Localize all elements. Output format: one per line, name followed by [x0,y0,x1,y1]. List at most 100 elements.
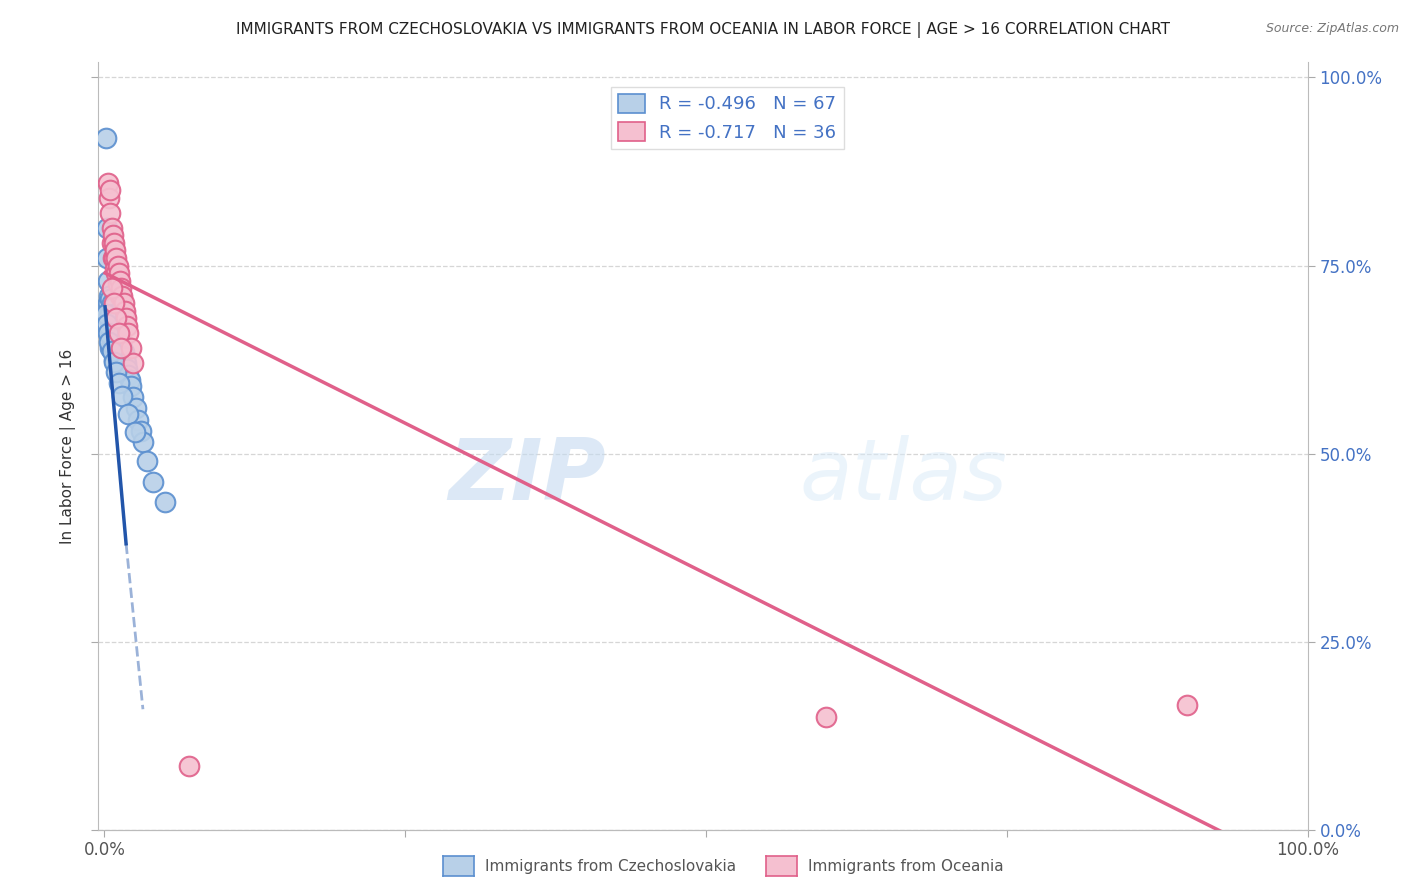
Text: IMMIGRANTS FROM CZECHOSLOVAKIA VS IMMIGRANTS FROM OCEANIA IN LABOR FORCE | AGE >: IMMIGRANTS FROM CZECHOSLOVAKIA VS IMMIGR… [236,22,1170,38]
Point [111,356,134,370]
Point [104,343,127,357]
Point [114,351,136,365]
Point [122,390,145,404]
Text: ZIP: ZIP [449,435,606,518]
Point [108,274,131,288]
Point [96,251,118,265]
Point [103,337,125,351]
Point [107,337,129,351]
Point [100,326,122,341]
Point [120,341,142,355]
Point [98,335,121,350]
Point [129,424,152,438]
Point [94,307,117,321]
Point [111,389,134,403]
Point [100,206,122,220]
Point [108,288,131,302]
Point [108,266,131,280]
Point [117,362,139,376]
Point [97,176,120,190]
Point [103,251,125,265]
Point [96,317,118,331]
Point [104,262,127,277]
Point [117,408,139,422]
Point [108,341,131,355]
Point [104,244,127,258]
Point [135,454,157,468]
Point [100,220,122,235]
Point [103,322,125,336]
Point [108,345,131,359]
Point [97,326,120,341]
Point [117,326,139,341]
Point [117,318,139,333]
Point [97,311,120,326]
Point [105,347,128,361]
Point [112,296,135,310]
Point [108,376,131,390]
Point [101,251,124,265]
Point [105,365,128,379]
Point [120,379,142,393]
Point [101,330,124,344]
Point [100,322,122,336]
Point [105,251,128,265]
Point [100,293,122,307]
Point [111,341,134,355]
Text: atlas: atlas [800,435,1008,518]
Point [115,311,138,326]
Point [153,495,176,509]
Point [101,300,124,314]
Point [98,303,121,318]
Point [98,191,121,205]
Point [100,281,122,295]
Point [114,303,136,318]
Point [110,341,132,355]
Y-axis label: In Labor Force | Age > 16: In Labor Force | Age > 16 [59,349,76,543]
Point [100,341,122,355]
Point [96,220,118,235]
Point [103,352,125,367]
Point [124,425,146,440]
Point [108,326,131,341]
Point [105,266,128,280]
Point [108,356,131,370]
Point [122,356,145,370]
Point [125,401,148,416]
Point [142,475,165,489]
Point [100,344,122,359]
Point [101,315,124,329]
Point [127,412,149,426]
Point [98,326,121,341]
Point [1175,698,1198,713]
Point [815,710,838,724]
Point [107,277,129,292]
Point [105,332,128,346]
Point [100,311,122,326]
Point [103,235,125,250]
Point [115,356,138,370]
Point [118,373,141,387]
Point [103,296,125,310]
Point [111,288,134,302]
Point [100,307,122,321]
Point [100,341,122,355]
Point [177,758,200,772]
Point [103,355,125,369]
Text: Immigrants from Oceania: Immigrants from Oceania [808,859,1004,873]
Point [97,274,120,288]
Point [100,296,122,310]
Point [107,259,129,273]
Point [98,288,121,302]
Point [104,312,127,326]
Text: Immigrants from Czechoslovakia: Immigrants from Czechoslovakia [485,859,737,873]
Point [100,235,122,250]
Point [97,296,120,310]
Point [108,326,131,341]
Point [101,228,124,243]
Point [117,368,139,382]
Point [110,335,132,350]
Point [105,317,128,331]
Point [108,330,131,344]
Point [132,435,155,450]
